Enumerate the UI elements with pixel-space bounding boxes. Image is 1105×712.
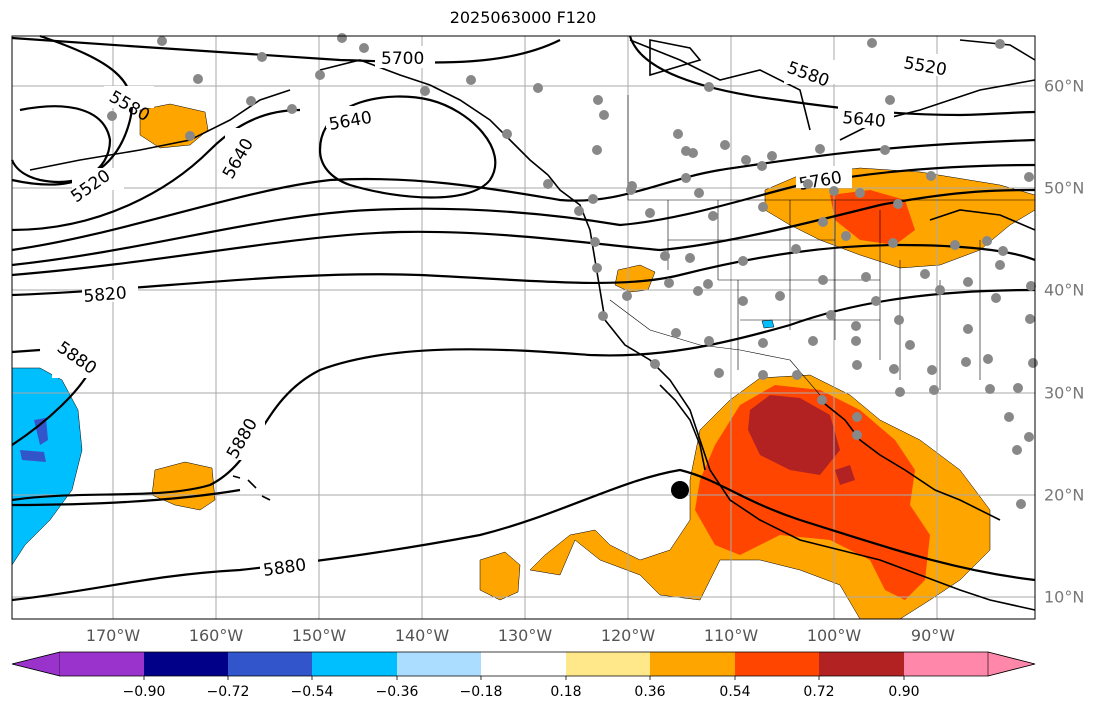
colorbar-tick-label: 0.36 — [634, 684, 666, 700]
contour-label: 5700 — [381, 49, 424, 69]
map-title: 2025063000 F120 — [449, 8, 597, 27]
map-frame — [11, 35, 1036, 620]
colorbar-segment — [144, 652, 228, 676]
colorbar-tick-label: −0.90 — [122, 684, 166, 700]
colorbar-segment — [481, 652, 566, 676]
contour-label: 5820 — [83, 283, 128, 307]
colorbar-segment — [566, 652, 650, 676]
latitude-label: 20°N — [1044, 485, 1085, 505]
height-contours — [10, 34, 1036, 602]
longitude-label: 160°W — [188, 626, 244, 645]
colorbar-tick-label: 0.54 — [719, 684, 751, 700]
colorbar — [11, 651, 1036, 680]
colorbar-max-extend — [987, 651, 1036, 677]
station-markers — [107, 33, 1038, 509]
colorbar-min-extend — [11, 651, 61, 677]
colorbar-tick-label: −0.54 — [290, 684, 334, 700]
colorbar-segment — [397, 652, 481, 676]
colorbar-segment — [312, 652, 397, 676]
latitude-label: 50°N — [1044, 178, 1085, 198]
colorbar-tick-label: −0.36 — [375, 684, 419, 700]
colorbar-tick-label: −0.72 — [206, 684, 250, 700]
longitude-label: 140°W — [394, 626, 450, 645]
longitude-label: 130°W — [497, 626, 553, 645]
longitude-label: 110°W — [703, 626, 759, 645]
strong-positive-anomaly-area — [748, 395, 840, 475]
latitude-label: 10°N — [1044, 587, 1085, 607]
longitude-label: 120°W — [600, 626, 656, 645]
colorbar-tick-label: 0.72 — [803, 684, 835, 700]
colorbar-tick-label: −0.18 — [459, 684, 503, 700]
colorbar-segment — [60, 652, 144, 676]
latitude-label: 30°N — [1044, 383, 1085, 403]
longitude-label: 100°W — [806, 626, 862, 645]
strong-positive-anomaly-area — [835, 465, 855, 485]
strong-negative-anomaly-area — [20, 418, 48, 462]
weak-negative-anomaly-area — [761, 319, 775, 329]
positive-anomaly-area — [479, 551, 521, 601]
contour-label: 5640 — [842, 108, 887, 132]
storm-center-marker — [671, 481, 689, 499]
contour-label-group: 5700 5580 5520 5640 5640 5580 5520 5640 … — [52, 46, 954, 581]
longitude-label: 90°W — [910, 626, 956, 645]
longitude-label: 170°W — [85, 626, 141, 645]
latitude-label: 40°N — [1044, 280, 1085, 300]
colorbar-tick-label: 0.18 — [550, 684, 582, 700]
latitude-label: 60°N — [1044, 76, 1085, 96]
colorbar-segment — [650, 652, 735, 676]
colorbar-tick-label: 0.90 — [888, 684, 920, 700]
colorbar-outline — [11, 651, 1036, 677]
graticule — [12, 36, 1035, 619]
colorbar-segment — [904, 652, 988, 676]
colorbar-segment — [228, 652, 312, 676]
colorbar-segment — [819, 652, 904, 676]
longitude-label: 150°W — [291, 626, 347, 645]
colorbar-segment — [735, 652, 819, 676]
negative-anomaly-area — [11, 367, 83, 566]
